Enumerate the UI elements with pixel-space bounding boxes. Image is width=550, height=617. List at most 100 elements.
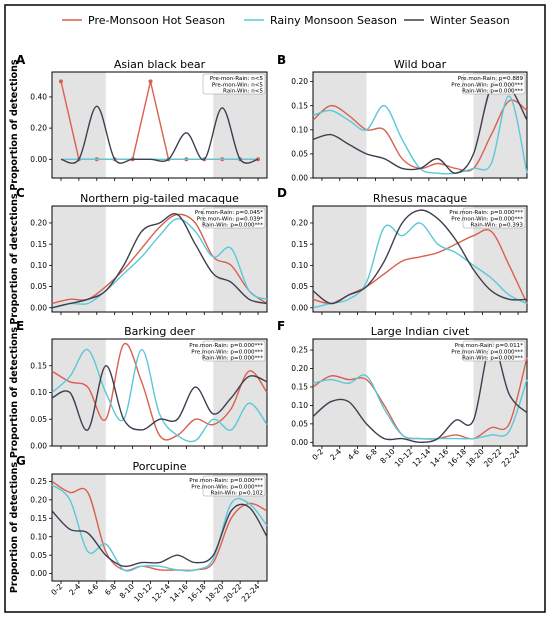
stats-box <box>202 340 266 362</box>
y-tick-label: 0.15 <box>291 101 308 110</box>
stats-line: Pre.mon-Rain: p=0.000*** <box>449 210 523 216</box>
y-axis-label: Proportion of detections <box>9 193 20 324</box>
stats-line: Pre.mon-Win: p=0.000*** <box>451 349 523 355</box>
y-tick-label: 0.40 <box>30 93 47 102</box>
x-tick-label: 18-20 <box>204 582 226 604</box>
series-line-winter <box>60 105 259 164</box>
x-tick-label: 6-8 <box>103 582 118 597</box>
stats-line: Pre.mon-Win: p=0.000*** <box>451 82 523 88</box>
y-tick-label: 0.25 <box>30 477 47 486</box>
plot-frame <box>312 71 528 179</box>
y-tick-label: 0.20 <box>30 495 47 504</box>
stats-line: Pre.mon-Rain: p=0.045* <box>195 210 263 216</box>
panel-letter: E <box>16 319 24 333</box>
panel-title: Northern pig-tailed macaque <box>80 192 239 205</box>
x-tick-label: 0-2 <box>310 447 325 462</box>
plot-frame <box>51 473 268 582</box>
panel-f: F Large Indian civet 0.00 0.05 0.10 0.15 0.20 0… <box>277 319 528 469</box>
stats-line: Rain-Win: n<5 <box>223 89 263 95</box>
panel-g: G Porcupine 0.00 0.05 0.10 0.15 0.20 0.25 0-2 2-4… <box>9 454 268 604</box>
y-tick-label: 0.20 <box>291 77 308 86</box>
data-point <box>148 79 153 84</box>
y-axis-label: Proportion of detections <box>9 59 20 190</box>
y-tick-label: 0.00 <box>30 155 47 164</box>
y-tick-label: 0.20 <box>291 219 308 228</box>
stats-line: Rain-Win: p=0.000*** <box>462 89 523 95</box>
y-tick-label: 0.20 <box>291 364 308 373</box>
panel-letter: C <box>16 186 25 200</box>
panel-a: A Asian black bear 0.00 0.20 0.40 Pre-mon-Rai… <box>9 53 268 191</box>
stats-box <box>202 73 266 95</box>
y-tick-label: 0.05 <box>30 551 47 560</box>
series-line-rainy <box>312 222 528 309</box>
panel-title: Porcupine <box>132 460 186 473</box>
night-shade-early <box>313 72 367 178</box>
night-shade-early <box>313 206 367 312</box>
night-shade-early <box>313 339 367 446</box>
x-tick-label: 2-4 <box>67 582 82 597</box>
y-tick-label: 0.00 <box>291 303 308 312</box>
plot-frame <box>312 338 528 447</box>
y-tick-label: 0.05 <box>291 282 308 291</box>
y-tick-label: 0.10 <box>291 261 308 270</box>
series-line-winter <box>51 365 268 431</box>
legend-label-winter: Winter Season <box>430 14 510 27</box>
x-tick-label: 10-12 <box>132 582 154 604</box>
panel-letter: A <box>16 53 26 67</box>
stats-line: Rain-Win: p=0.393 <box>470 223 523 229</box>
panel-title: Large Indian civet <box>371 325 470 338</box>
data-point <box>58 79 63 84</box>
stats-line: Pre.mon-Rain: p=0.011* <box>455 343 523 349</box>
legend: Pre-Monsoon Hot Season Rainy Monsoon Sea… <box>62 14 510 27</box>
x-tick-label: 10-12 <box>393 447 415 469</box>
y-tick-label: 0.25 <box>291 346 308 355</box>
y-tick-label: 0.00 <box>30 303 47 312</box>
y-tick-label: 0.00 <box>291 174 308 183</box>
figure-border <box>4 4 546 613</box>
panel-b: B Wild boar 0.00 0.05 0.10 0.15 0.20 Pre.mon-Ra… <box>277 53 528 183</box>
y-axis-label: Proportion of detections <box>9 327 20 458</box>
series-line-rainy <box>51 348 268 443</box>
series-line-rainy <box>51 217 268 309</box>
y-tick-label: 0.10 <box>291 401 308 410</box>
x-tick-label: 14-16 <box>428 447 450 469</box>
panel-letter: G <box>16 454 26 468</box>
plot-frame <box>51 71 268 179</box>
legend-label-rainy: Rainy Monsoon Season <box>270 14 397 27</box>
stats-line: Pre.mon-Win: p=0.000*** <box>451 216 523 222</box>
stats-line: Pre.mon-Rain: p=0.000*** <box>189 343 263 349</box>
series-line-rainy <box>51 484 268 572</box>
y-tick-label: 0.05 <box>30 415 47 424</box>
panel-letter: F <box>277 319 285 333</box>
panel-title: Barking deer <box>124 325 195 338</box>
x-tick-label: 16-18 <box>446 447 468 469</box>
y-tick-label: 0.20 <box>30 124 47 133</box>
x-tick-label: 22-24 <box>240 582 262 604</box>
x-tick-label: 20-22 <box>482 447 504 469</box>
series-line-winter <box>51 213 268 309</box>
stats-box <box>462 73 526 95</box>
stats-box <box>202 475 266 497</box>
panel-title: Rhesus macaque <box>373 192 468 205</box>
series-line-pre-monsoon <box>51 342 268 441</box>
y-tick-label: 0.15 <box>30 514 47 523</box>
x-tick-label: 12-14 <box>411 447 433 469</box>
data-point <box>256 157 261 162</box>
y-axis-label: Proportion of detections <box>9 462 20 593</box>
x-tick-label: 0-2 <box>49 582 64 597</box>
panel-title: Asian black bear <box>114 58 206 71</box>
series-line-pre-monsoon <box>51 480 268 572</box>
y-tick-label: 0.15 <box>30 240 47 249</box>
y-tick-label: 0.00 <box>30 442 47 451</box>
x-tick-label: 4-6 <box>85 582 100 597</box>
x-tick-label: 2-4 <box>328 447 343 462</box>
y-tick-label: 0.10 <box>30 388 47 397</box>
y-tick-label: 0.10 <box>30 261 47 270</box>
stats-line: Rain-Win: p=0.000*** <box>462 356 523 362</box>
stats-line: Pre.mon-Rain: p=0.889 <box>458 76 524 82</box>
series-line-winter <box>51 503 268 568</box>
stats-line: Pre.mon-Win: p=0.000*** <box>191 349 263 355</box>
y-tick-label: 0.05 <box>291 150 308 159</box>
x-tick-label: 14-16 <box>168 582 190 604</box>
